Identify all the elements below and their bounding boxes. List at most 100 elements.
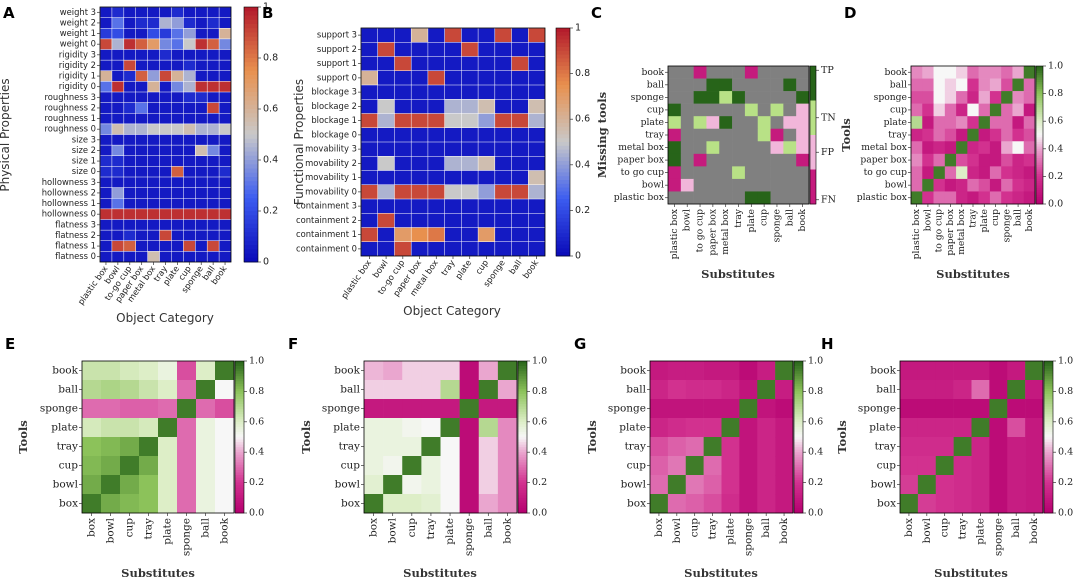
colorbar-segment — [1036, 178, 1043, 182]
heatmap-cell — [732, 66, 746, 79]
x-tick-label: book — [1024, 209, 1035, 232]
colorbar-segment — [556, 28, 570, 33]
heatmap-cell — [159, 240, 173, 252]
heatmap-cell — [989, 191, 1002, 205]
heatmap-cell — [796, 141, 810, 155]
heatmap-cell — [477, 113, 496, 129]
colorbar-segment — [794, 431, 803, 435]
colorbar-segment — [1044, 376, 1053, 380]
heatmap-cell — [1023, 103, 1036, 117]
y-tick-label: movability 2 — [305, 158, 357, 168]
heatmap-cell — [195, 198, 208, 210]
heatmap-cell — [971, 456, 990, 476]
heatmap-cell — [757, 91, 771, 104]
heatmap-cell — [135, 229, 149, 242]
colorbar-segment — [518, 429, 527, 433]
heatmap-cell — [215, 380, 235, 400]
heatmap-cell — [394, 141, 412, 157]
colorbar-segment — [244, 185, 258, 191]
heatmap-cell — [377, 198, 396, 214]
heatmap-cell — [123, 123, 137, 136]
colorbar-segment — [235, 383, 244, 387]
y-tick-label: bowl — [871, 479, 897, 491]
heatmap-cell — [135, 198, 149, 210]
x-tick-label: plate — [746, 209, 757, 232]
colorbar-segment — [1036, 199, 1043, 203]
heatmap-cell — [120, 475, 140, 495]
colorbar-segment — [1036, 151, 1043, 154]
legend-label: FN — [821, 194, 836, 205]
colorbar-segment — [1044, 363, 1053, 367]
heatmap-cell — [101, 399, 121, 419]
heatmap-cell — [195, 81, 208, 93]
heatmap-cell — [195, 187, 208, 199]
heatmap-cell — [111, 240, 125, 252]
heatmap-cell — [120, 437, 140, 457]
heatmap-cell — [528, 113, 546, 129]
heatmap-cell — [195, 155, 208, 167]
heatmap-cell — [215, 399, 235, 419]
heatmap-cell — [427, 170, 446, 186]
heatmap-cell — [195, 123, 208, 136]
heatmap-cell — [1001, 141, 1013, 155]
heatmap-cell — [956, 91, 968, 104]
colorbar-segment — [244, 134, 258, 140]
heatmap-cell — [101, 361, 121, 381]
heatmap-cell — [933, 128, 946, 142]
colorbar-segment — [1044, 462, 1053, 466]
heatmap-cell — [971, 475, 990, 495]
heatmap-cell — [494, 70, 513, 86]
heatmap-cell — [989, 91, 1002, 104]
heatmap-cell — [732, 116, 746, 130]
heatmap-cell — [757, 361, 776, 381]
heatmap-cell — [461, 56, 479, 72]
heatmap-cell — [377, 227, 396, 243]
heatmap-cell — [410, 156, 429, 172]
colorbar-segment — [794, 437, 803, 440]
heatmap-cell — [410, 70, 429, 86]
heatmap-cell — [680, 78, 694, 92]
heatmap-cell — [147, 28, 161, 40]
heatmap-cell — [123, 59, 137, 72]
heatmap-cell — [770, 166, 784, 180]
heatmap-cell — [177, 380, 197, 400]
heatmap-cell — [668, 128, 682, 142]
x-tick-label: box — [653, 518, 665, 537]
x-tick-label: tray — [968, 208, 979, 228]
colorbar-segment — [244, 126, 258, 131]
colorbar-segment — [794, 442, 803, 445]
colorbar-segment — [518, 381, 527, 385]
colorbar-segment — [1036, 137, 1043, 140]
heatmap-cell — [989, 456, 1008, 476]
colorbar-segment — [556, 123, 570, 128]
colorbar-segment — [518, 371, 527, 375]
heatmap-cell — [171, 134, 184, 146]
colorbar-segment — [556, 81, 570, 86]
heatmap-cell — [218, 144, 232, 157]
heatmap-cell — [139, 361, 159, 381]
heatmap-cell — [1007, 399, 1026, 419]
heatmap-cell — [796, 116, 810, 130]
colorbar-segment — [244, 240, 258, 246]
colorbar-segment — [235, 477, 244, 481]
heatmap-cell — [159, 219, 173, 231]
heatmap-cell — [461, 70, 479, 86]
colorbar-segment — [244, 87, 258, 93]
heatmap-cell — [377, 99, 396, 115]
colorbar-segment — [556, 62, 570, 67]
heatmap-cell — [477, 70, 496, 86]
colorbar-segment — [518, 393, 527, 397]
heatmap-cell — [935, 475, 954, 495]
heatmap-cell — [99, 113, 113, 125]
colorbar-segment — [235, 459, 244, 463]
colorbar-segment — [518, 457, 527, 461]
heatmap-cell — [171, 38, 184, 51]
heatmap-cell — [147, 198, 161, 210]
heatmap-cell — [668, 66, 682, 79]
heatmap-cell — [383, 399, 403, 419]
heatmap-cell — [99, 187, 113, 199]
heatmap-cell — [528, 84, 546, 100]
heatmap-cell — [158, 380, 178, 400]
colorbar-segment — [518, 366, 527, 369]
